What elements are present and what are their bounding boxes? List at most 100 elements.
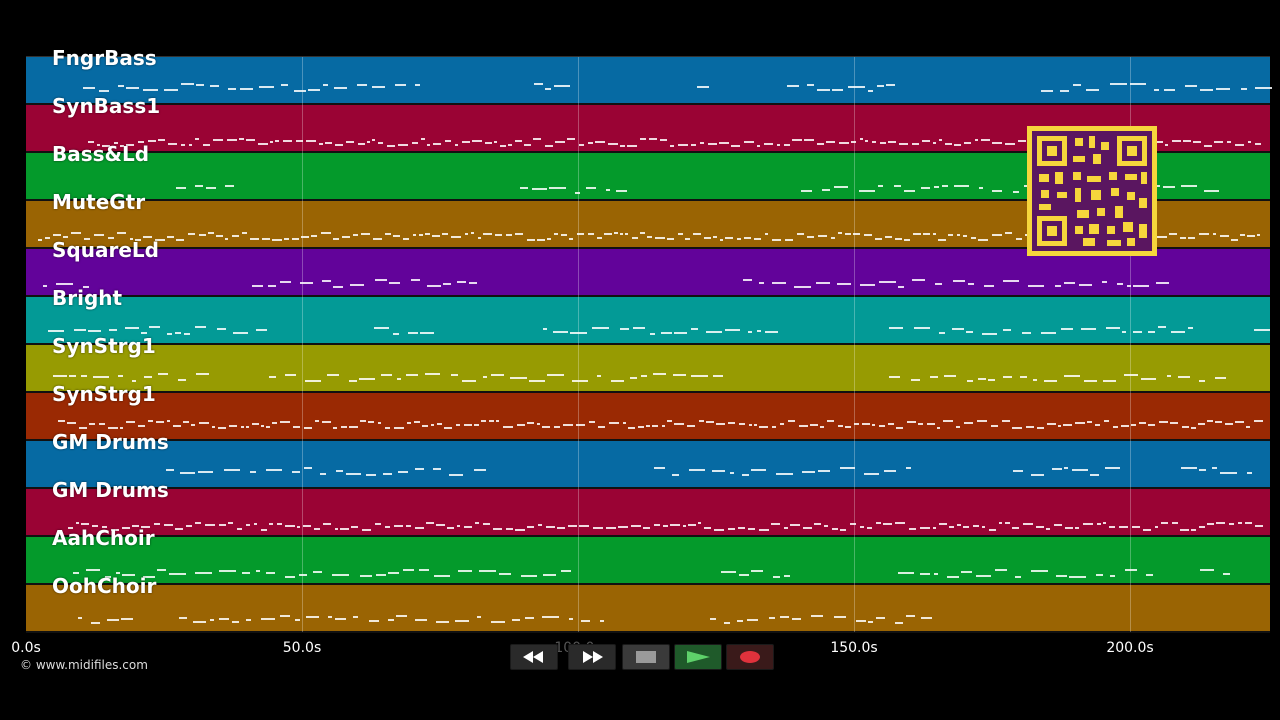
note <box>445 140 451 142</box>
note <box>125 327 139 329</box>
note <box>981 139 990 141</box>
note <box>693 233 701 235</box>
note <box>1257 234 1260 236</box>
note <box>904 190 915 192</box>
note <box>360 575 372 577</box>
record-icon <box>740 651 760 663</box>
note <box>604 233 612 235</box>
note <box>413 234 416 236</box>
note <box>1169 233 1177 235</box>
note <box>456 424 460 426</box>
rewind-button[interactable] <box>510 644 558 670</box>
note <box>336 470 343 472</box>
note <box>94 234 104 236</box>
note <box>748 331 752 333</box>
note <box>570 332 587 334</box>
note <box>406 374 418 376</box>
note <box>625 233 628 235</box>
note <box>876 617 885 619</box>
note <box>415 468 424 470</box>
note <box>700 142 704 144</box>
qr-code-graphic <box>1032 131 1152 251</box>
note <box>1122 331 1126 333</box>
track-row: FngrBass <box>26 46 1272 105</box>
note <box>1167 375 1171 377</box>
note <box>415 84 420 86</box>
note <box>834 616 846 618</box>
tick-label-50: 50.0s <box>282 640 322 656</box>
note <box>588 233 594 235</box>
note <box>725 237 733 239</box>
note <box>210 85 219 87</box>
note <box>554 233 558 235</box>
note <box>738 527 745 529</box>
note <box>546 526 555 528</box>
note <box>1235 144 1244 146</box>
note <box>754 424 757 426</box>
note <box>906 467 911 469</box>
note <box>184 333 190 335</box>
fast-forward-button[interactable] <box>568 644 616 670</box>
note <box>108 237 114 239</box>
note <box>43 285 47 287</box>
note <box>303 525 311 527</box>
note <box>537 239 545 241</box>
note <box>597 375 601 377</box>
note <box>299 574 307 576</box>
note <box>73 572 79 574</box>
note <box>687 425 695 427</box>
note <box>838 232 842 234</box>
note <box>118 375 123 377</box>
note <box>982 333 997 335</box>
note <box>1200 89 1213 91</box>
note <box>1005 143 1015 145</box>
note <box>225 238 228 240</box>
note <box>451 374 458 376</box>
note <box>739 574 749 576</box>
note <box>834 186 848 188</box>
record-button[interactable] <box>726 644 774 670</box>
note <box>1248 141 1251 143</box>
note <box>1127 285 1131 287</box>
note <box>1183 140 1191 142</box>
note <box>663 525 668 527</box>
note <box>632 237 638 239</box>
note <box>674 332 687 334</box>
gridline-50s <box>302 57 303 632</box>
note <box>478 237 481 239</box>
note <box>83 87 95 89</box>
note <box>427 144 430 146</box>
play-button[interactable] <box>674 644 722 670</box>
note <box>433 468 441 470</box>
note <box>269 523 273 525</box>
note <box>351 526 358 528</box>
note <box>579 525 589 527</box>
note <box>334 87 347 89</box>
note <box>845 426 851 428</box>
note <box>323 523 331 525</box>
note <box>581 620 590 622</box>
note <box>232 621 239 623</box>
note <box>868 621 873 623</box>
note <box>737 238 741 240</box>
note <box>266 469 282 471</box>
note <box>1105 467 1120 469</box>
note <box>385 526 390 528</box>
note <box>496 420 499 422</box>
note <box>148 140 156 142</box>
note <box>1180 237 1186 239</box>
note <box>74 329 86 331</box>
track-notes <box>26 537 1270 583</box>
note <box>199 234 206 236</box>
note <box>181 83 194 85</box>
track-label: GM Drums <box>52 478 169 502</box>
note <box>991 425 998 427</box>
note <box>1087 421 1092 423</box>
note <box>614 232 618 234</box>
note <box>691 375 708 377</box>
note <box>1110 83 1127 85</box>
note <box>992 190 1002 192</box>
note <box>933 142 936 144</box>
note <box>1148 424 1155 426</box>
stop-button[interactable] <box>622 644 670 670</box>
